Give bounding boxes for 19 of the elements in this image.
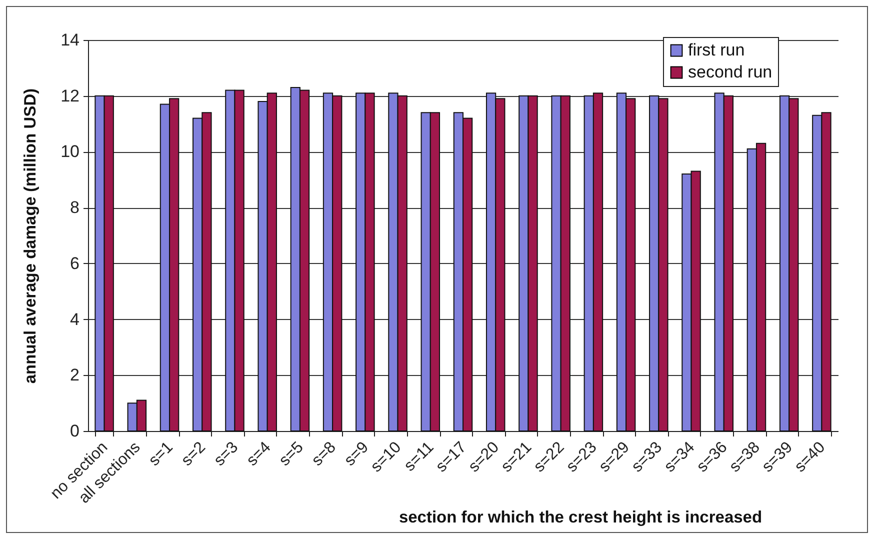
y-tick-label: 14 <box>60 30 80 50</box>
x-tick-label: s=1 <box>146 438 176 470</box>
x-tick-label: s=5 <box>276 438 307 470</box>
y-axis-title: annual average damage (million USD) <box>22 88 40 384</box>
y-tick-label: 2 <box>70 366 80 385</box>
y-tick-label: 4 <box>70 310 80 329</box>
legend-label: first run <box>688 40 745 60</box>
x-tick-label: s=2 <box>178 438 210 470</box>
x-tick-label: s=8 <box>308 438 340 470</box>
y-tick-label: 6 <box>70 254 80 273</box>
x-axis-title: section for which the crest height is increased <box>398 508 762 526</box>
y-tick-label: 0 <box>70 422 80 440</box>
y-tick-label: 12 <box>60 86 80 106</box>
x-tick-label: s=9 <box>341 438 372 470</box>
legend-label: second run <box>688 62 772 82</box>
x-tick-label: s=3 <box>211 438 242 470</box>
y-tick-label: 8 <box>70 198 80 218</box>
y-tick-label: 10 <box>60 142 80 162</box>
x-tick-label: s=4 <box>244 438 274 470</box>
